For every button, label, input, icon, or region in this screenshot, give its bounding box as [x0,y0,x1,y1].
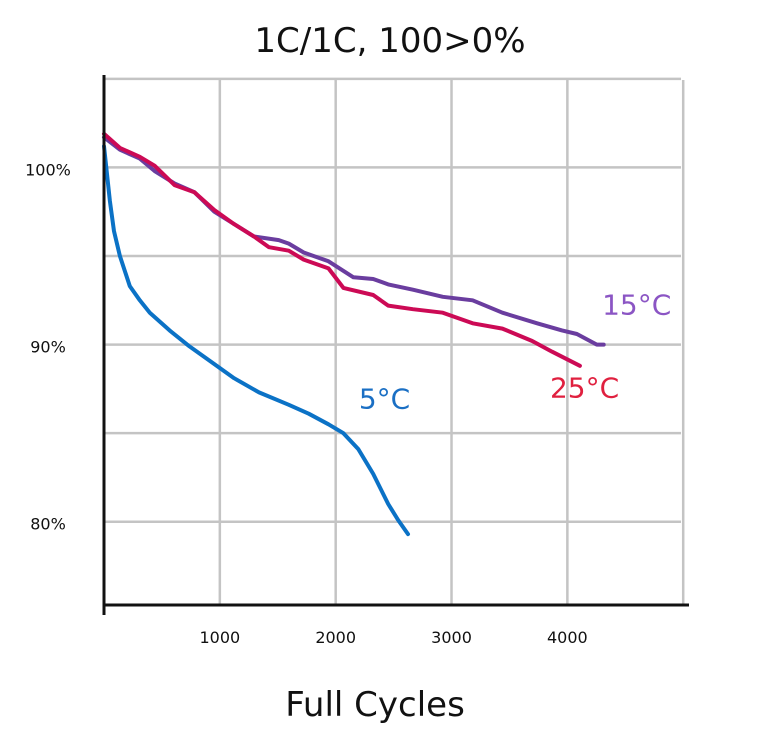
x-tick-label: 2000 [315,628,356,647]
y-tick-label: 90% [30,338,66,357]
series-label: 25°C [550,372,619,405]
grid [104,77,685,605]
series-lines [102,131,606,537]
series-labels: 15°C 25°C 5°C [359,288,671,415]
x-tick-label: 1000 [199,628,240,647]
series-line [102,144,410,537]
chart-title: 1C/1C, 100>0% [254,21,525,61]
y-tick-label: 80% [30,515,66,534]
series-label: 5°C [359,382,410,415]
y-tick-label: 100% [25,160,71,179]
x-tick-label: 4000 [547,628,588,647]
x-axis-label: Full Cycles [285,685,465,725]
x-tick-label: 3000 [431,628,472,647]
tick-labels: 1000 2000 3000 4000 80% 90% 100% [25,160,588,647]
series-label: 15°C [602,288,671,321]
series-line [102,131,582,368]
axes [102,75,689,615]
